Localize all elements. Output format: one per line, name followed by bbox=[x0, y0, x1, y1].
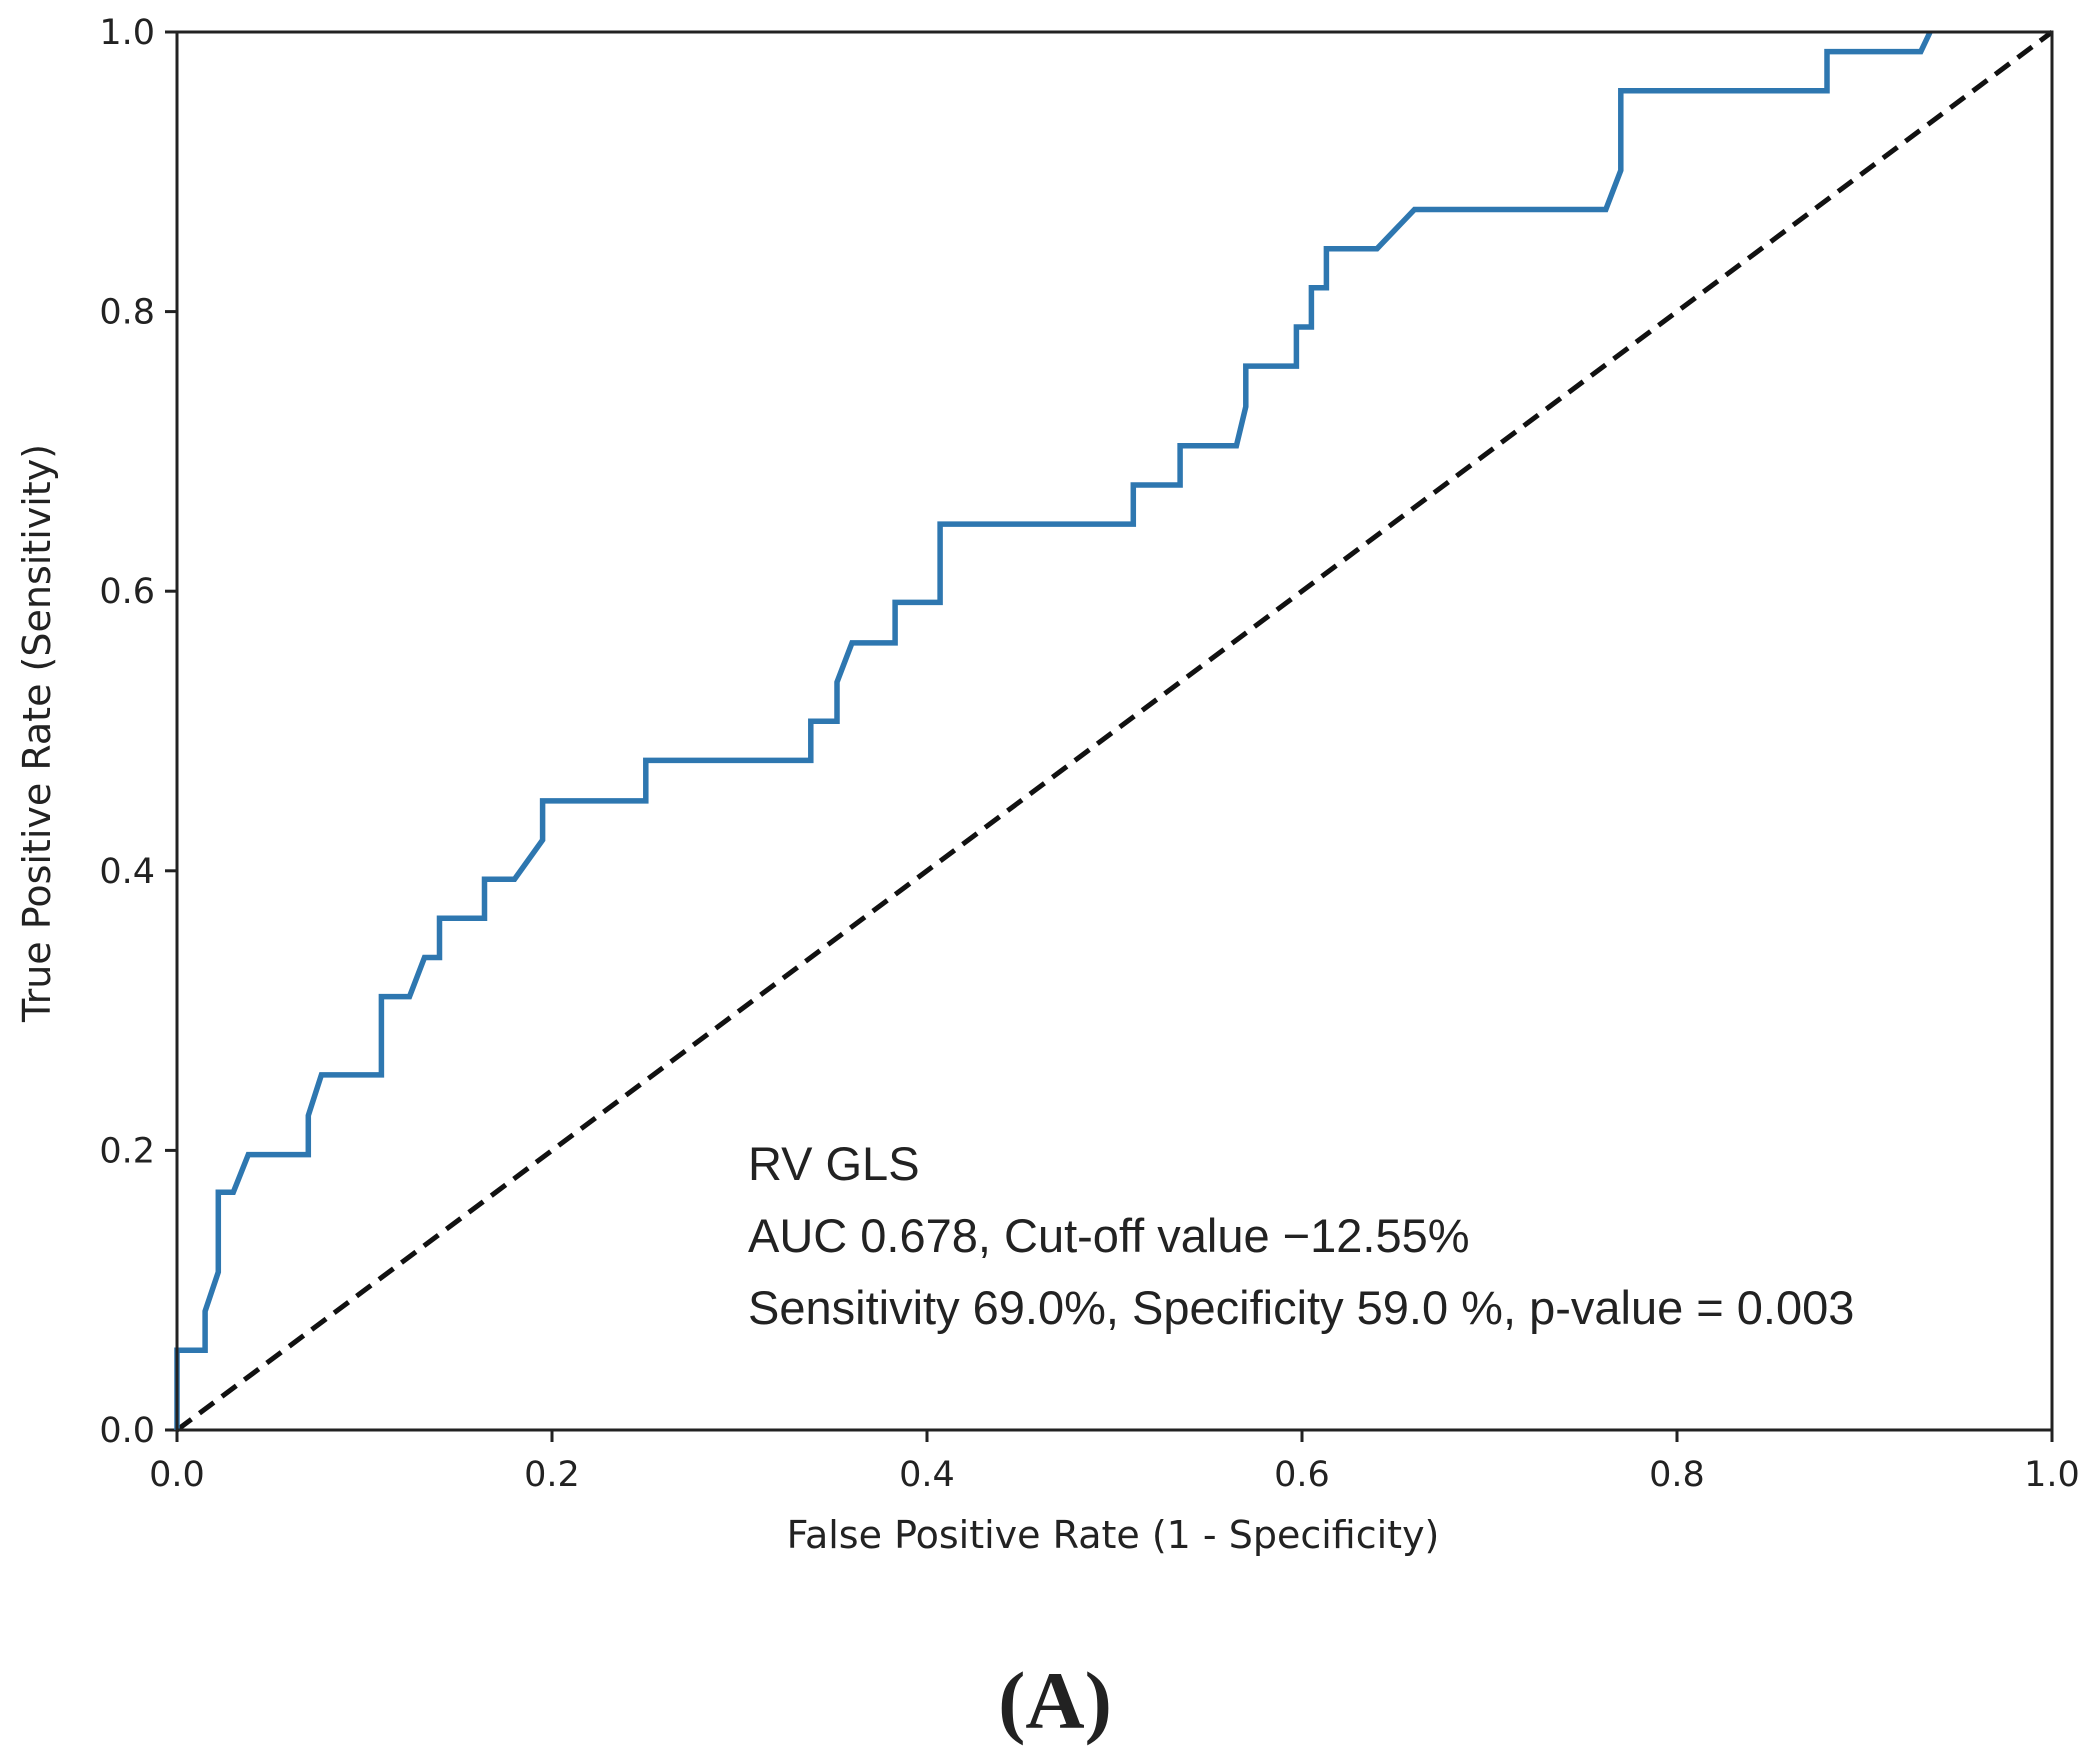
x-tick-label: 1.0 bbox=[2024, 1455, 2080, 1495]
x-tick-label: 0.2 bbox=[524, 1455, 580, 1495]
y-axis-title: True Positive Rate (Sensitivity) bbox=[15, 444, 59, 1023]
x-axis-ticks: 0.0 0.2 0.4 0.6 0.8 1.0 bbox=[149, 1430, 2080, 1495]
y-tick-label: 0.6 bbox=[99, 572, 155, 612]
y-tick-label: 0.0 bbox=[99, 1411, 155, 1451]
y-axis-ticks: 0.0 0.2 0.4 0.6 0.8 1.0 bbox=[99, 13, 177, 1451]
annotation-stats: Sensitivity 69.0%, Specificity 59.0 %, p… bbox=[748, 1281, 1854, 1334]
y-tick-label: 1.0 bbox=[99, 13, 155, 53]
chance-diagonal-line bbox=[175, 29, 2054, 1433]
x-tick-label: 0.4 bbox=[899, 1455, 955, 1495]
y-tick-label: 0.2 bbox=[99, 1131, 155, 1171]
roc-curve-line bbox=[174, 30, 1933, 1430]
panel-label: (A) bbox=[998, 1655, 1112, 1746]
y-tick-label: 0.8 bbox=[99, 293, 155, 333]
x-tick-label: 0.6 bbox=[1274, 1455, 1330, 1495]
x-axis-title: False Positive Rate (1 - Specificity) bbox=[787, 1513, 1440, 1557]
annotation-title: RV GLS bbox=[748, 1137, 920, 1190]
annotation-auc: AUC 0.678, Cut-off value −12.55% bbox=[748, 1209, 1470, 1262]
y-tick-label: 0.4 bbox=[99, 852, 155, 892]
plot-area-frame bbox=[175, 30, 2054, 1432]
x-tick-label: 0.8 bbox=[1649, 1455, 1705, 1495]
x-tick-label: 0.0 bbox=[149, 1455, 205, 1495]
